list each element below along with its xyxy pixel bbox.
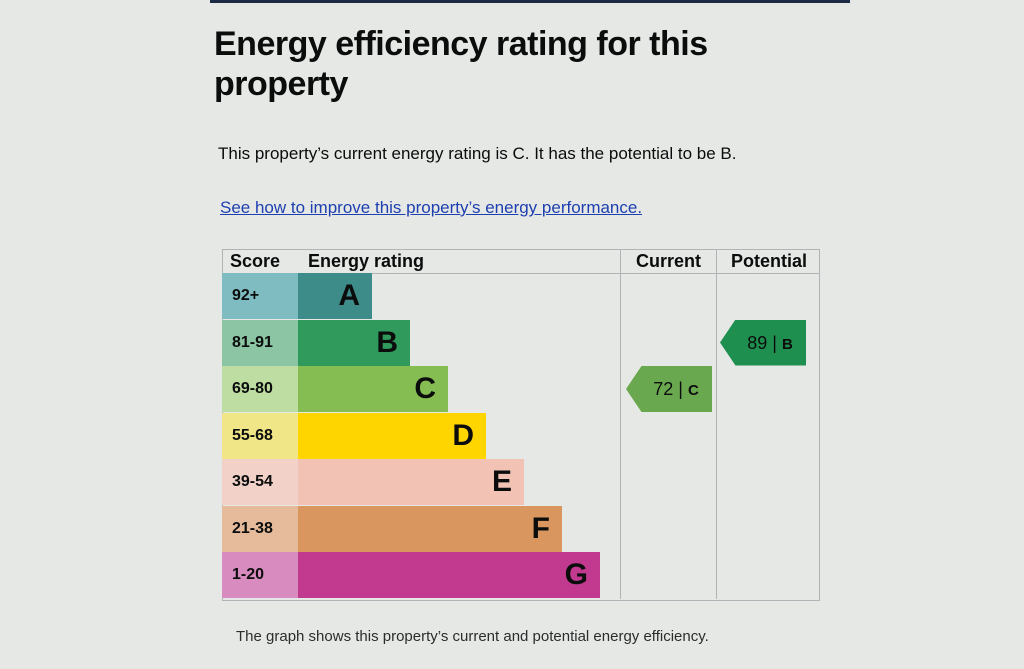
band-bar <box>298 505 562 552</box>
band-score-range: 1-20 <box>222 552 298 598</box>
rating-summary: This property’s current energy rating is… <box>218 144 737 163</box>
chart-caption: The graph shows this property’s current … <box>236 628 709 645</box>
score-column-header: Score <box>230 251 281 271</box>
rating-band-row: 92+ A <box>222 273 620 319</box>
band-bar <box>298 412 486 459</box>
band-letter: G <box>564 558 588 591</box>
band-score-range: 21-38 <box>222 505 298 552</box>
current-band: C <box>687 382 699 399</box>
band-score-range: 55-68 <box>222 412 298 459</box>
band-bar <box>298 273 372 319</box>
band-letter: B <box>376 325 398 359</box>
potential-column-divider <box>716 249 717 599</box>
rating-band-row: 69-80 C <box>222 366 620 412</box>
potential-column-header: Potential <box>731 251 808 271</box>
current-column-divider <box>620 249 621 599</box>
band-bar <box>298 319 410 366</box>
current-rating-arrow: 72 | C <box>626 366 712 412</box>
top-rule <box>210 0 850 3</box>
band-letter: C <box>414 372 436 405</box>
potential-band: B <box>781 335 793 353</box>
rating-column-header: Energy rating <box>308 251 425 271</box>
rating-band-row: 1-20 G <box>222 552 620 598</box>
band-score-range: 39-54 <box>222 459 298 505</box>
current-column-header: Current <box>636 251 702 271</box>
band-letter: D <box>452 418 474 452</box>
energy-rating-chart: Score Energy rating Current Potential 92… <box>222 249 820 601</box>
band-bar <box>298 366 448 412</box>
rating-band-row: 55-68 D <box>222 412 620 459</box>
band-score-range: 81-91 <box>222 319 298 366</box>
page-title: Energy efficiency rating for this proper… <box>214 25 708 103</box>
potential-separator: | <box>772 332 777 353</box>
potential-score: 89 <box>747 332 768 353</box>
band-letter: E <box>491 465 512 498</box>
band-letter: F <box>531 511 550 545</box>
band-bar <box>298 459 524 505</box>
current-score: 72 <box>653 379 674 399</box>
rating-band-row: 81-91 B <box>222 319 620 366</box>
rating-band-row: 21-38 F <box>222 505 620 552</box>
current-separator: | <box>678 379 683 399</box>
band-bar <box>298 552 600 598</box>
band-letter: A <box>338 279 360 312</box>
header-divider <box>222 273 820 274</box>
improve-performance-link[interactable]: See how to improve this property’s energ… <box>220 198 643 217</box>
band-score-range: 69-80 <box>222 366 298 412</box>
band-score-range: 92+ <box>222 273 298 319</box>
rating-band-row: 39-54 E <box>222 459 620 505</box>
potential-rating-arrow: 89 | B <box>720 319 806 366</box>
